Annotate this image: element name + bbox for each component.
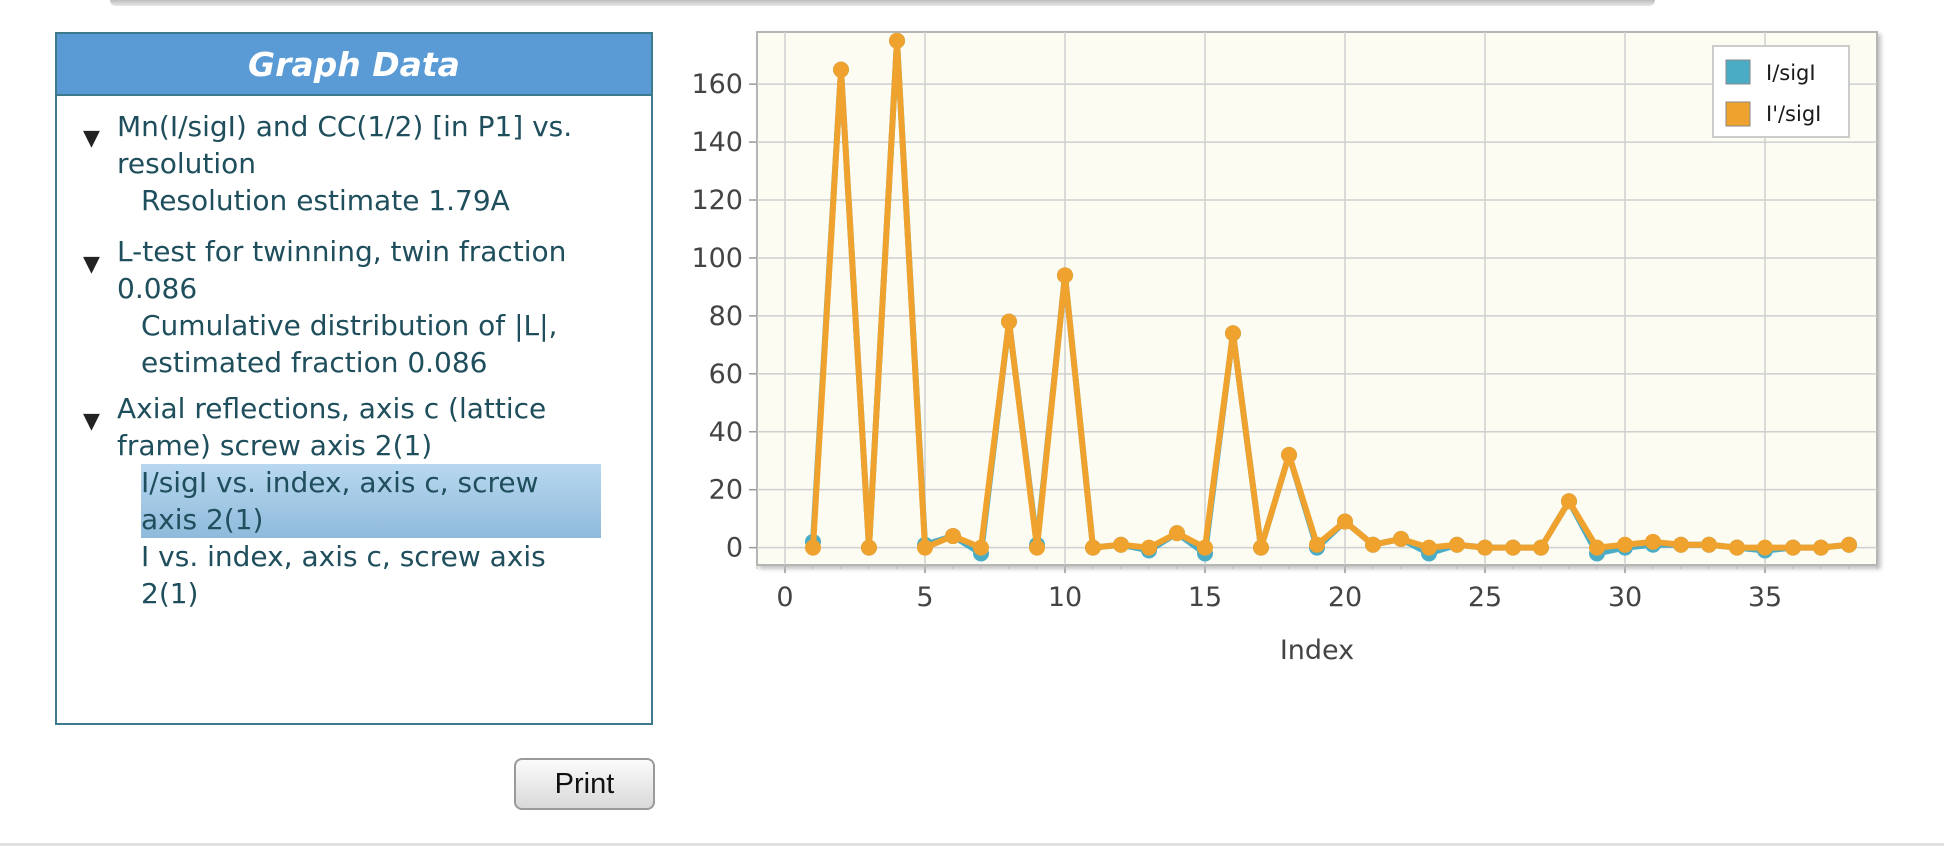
data-point[interactable] bbox=[1729, 539, 1745, 556]
plot-area bbox=[756, 31, 1878, 566]
x-axis-ticks: 0 5 10 15 20 25 30 35 bbox=[756, 565, 1878, 613]
x-tick-label: 5 bbox=[916, 582, 933, 613]
y-tick-label: 100 bbox=[691, 243, 743, 274]
y-tick-label: 40 bbox=[709, 417, 743, 448]
data-point[interactable] bbox=[1113, 536, 1129, 553]
data-point[interactable] bbox=[1561, 493, 1577, 510]
chart: 0 20 40 60 80 100 120 140 160 0 5 10 15 20 25 30 35 Ind… bbox=[691, 31, 1878, 666]
tree-leaf[interactable]: Resolution estimate 1.79A bbox=[141, 184, 510, 217]
data-point[interactable] bbox=[973, 539, 989, 556]
tree-leaf[interactable]: I vs. index, axis c, screw axis 2(1) bbox=[141, 540, 546, 610]
data-point[interactable] bbox=[1449, 536, 1465, 553]
tree-leaf[interactable]: Cumulative distribution of |L|, estimate… bbox=[141, 309, 558, 379]
data-point[interactable] bbox=[1505, 539, 1521, 556]
data-point[interactable] bbox=[1645, 533, 1661, 550]
legend-swatch bbox=[1725, 59, 1751, 85]
x-axis-label: Index bbox=[1280, 635, 1354, 666]
y-tick-label: 60 bbox=[709, 359, 743, 390]
data-point[interactable] bbox=[1029, 539, 1045, 556]
data-point[interactable] bbox=[1141, 539, 1157, 556]
data-point[interactable] bbox=[945, 528, 961, 545]
data-point[interactable] bbox=[1001, 313, 1017, 330]
y-tick-label: 0 bbox=[726, 533, 743, 564]
tree-group-title[interactable]: Axial reflections, axis c (lattice frame… bbox=[117, 392, 547, 462]
data-point[interactable] bbox=[805, 539, 821, 556]
tree-group-title[interactable]: L-test for twinning, twin fraction 0.086 bbox=[117, 235, 567, 305]
data-point[interactable] bbox=[1785, 539, 1801, 556]
y-tick-label: 160 bbox=[691, 69, 743, 100]
data-point[interactable] bbox=[1225, 325, 1241, 342]
y-tick-label: 120 bbox=[691, 185, 743, 216]
data-point[interactable] bbox=[1673, 536, 1689, 553]
data-point[interactable] bbox=[917, 539, 933, 556]
data-point[interactable] bbox=[1281, 446, 1297, 463]
graph-data-panel: Graph Data ▼ Mn(I/sigI) and CC(1/2) [in … bbox=[55, 32, 653, 725]
data-point[interactable] bbox=[1393, 530, 1409, 547]
data-point[interactable] bbox=[889, 32, 905, 49]
x-tick-label: 30 bbox=[1608, 582, 1642, 613]
data-point[interactable] bbox=[1421, 539, 1437, 556]
data-point[interactable] bbox=[861, 539, 877, 556]
x-tick-label: 10 bbox=[1048, 582, 1082, 613]
window-shadow bbox=[110, 0, 1655, 6]
tree-leaf-selected[interactable]: I/sigI vs. index, axis c, screw axis 2(1… bbox=[141, 464, 601, 538]
print-button[interactable]: Print bbox=[514, 758, 655, 810]
data-point[interactable] bbox=[833, 61, 849, 78]
data-point[interactable] bbox=[1701, 536, 1717, 553]
panel-title: Graph Data bbox=[57, 34, 651, 96]
y-tick-label: 80 bbox=[709, 301, 743, 332]
x-tick-label: 35 bbox=[1748, 582, 1782, 613]
data-point[interactable] bbox=[1813, 539, 1829, 556]
legend-swatch bbox=[1725, 101, 1751, 127]
expand-arrow-icon[interactable]: ▼ bbox=[83, 126, 100, 151]
series-2 bbox=[805, 32, 1857, 556]
data-point[interactable] bbox=[1841, 536, 1857, 553]
x-tick-label: 15 bbox=[1188, 582, 1222, 613]
data-point[interactable] bbox=[1477, 539, 1493, 556]
y-axis-ticks: 0 20 40 60 80 100 120 140 160 bbox=[691, 69, 757, 564]
expand-arrow-icon[interactable]: ▼ bbox=[83, 409, 100, 434]
expand-arrow-icon[interactable]: ▼ bbox=[83, 252, 100, 277]
data-point[interactable] bbox=[1169, 525, 1185, 542]
legend-entry: I'/sigI bbox=[1766, 102, 1821, 126]
data-point[interactable] bbox=[1197, 539, 1213, 556]
data-point[interactable] bbox=[1057, 267, 1073, 284]
y-tick-label: 140 bbox=[691, 127, 743, 158]
data-point[interactable] bbox=[1757, 539, 1773, 556]
data-point[interactable] bbox=[1309, 536, 1325, 553]
x-tick-label: 20 bbox=[1328, 582, 1362, 613]
data-point[interactable] bbox=[1533, 539, 1549, 556]
series-layer bbox=[805, 32, 1857, 562]
data-point[interactable] bbox=[1085, 539, 1101, 556]
tree-group-title[interactable]: Mn(I/sigI) and CC(1/2) [in P1] vs. resol… bbox=[117, 110, 573, 180]
data-point[interactable] bbox=[1365, 536, 1381, 553]
y-tick-label: 20 bbox=[709, 475, 743, 506]
legend-entry: I/sigI bbox=[1766, 61, 1816, 85]
data-point[interactable] bbox=[1617, 536, 1633, 553]
x-tick-label: 0 bbox=[776, 582, 793, 613]
legend: I/sigI I'/sigI bbox=[1712, 45, 1850, 138]
x-tick-label: 25 bbox=[1468, 582, 1502, 613]
data-point[interactable] bbox=[1253, 539, 1269, 556]
bottom-divider bbox=[0, 843, 1944, 846]
data-point[interactable] bbox=[1337, 513, 1353, 530]
data-point[interactable] bbox=[1589, 539, 1605, 556]
